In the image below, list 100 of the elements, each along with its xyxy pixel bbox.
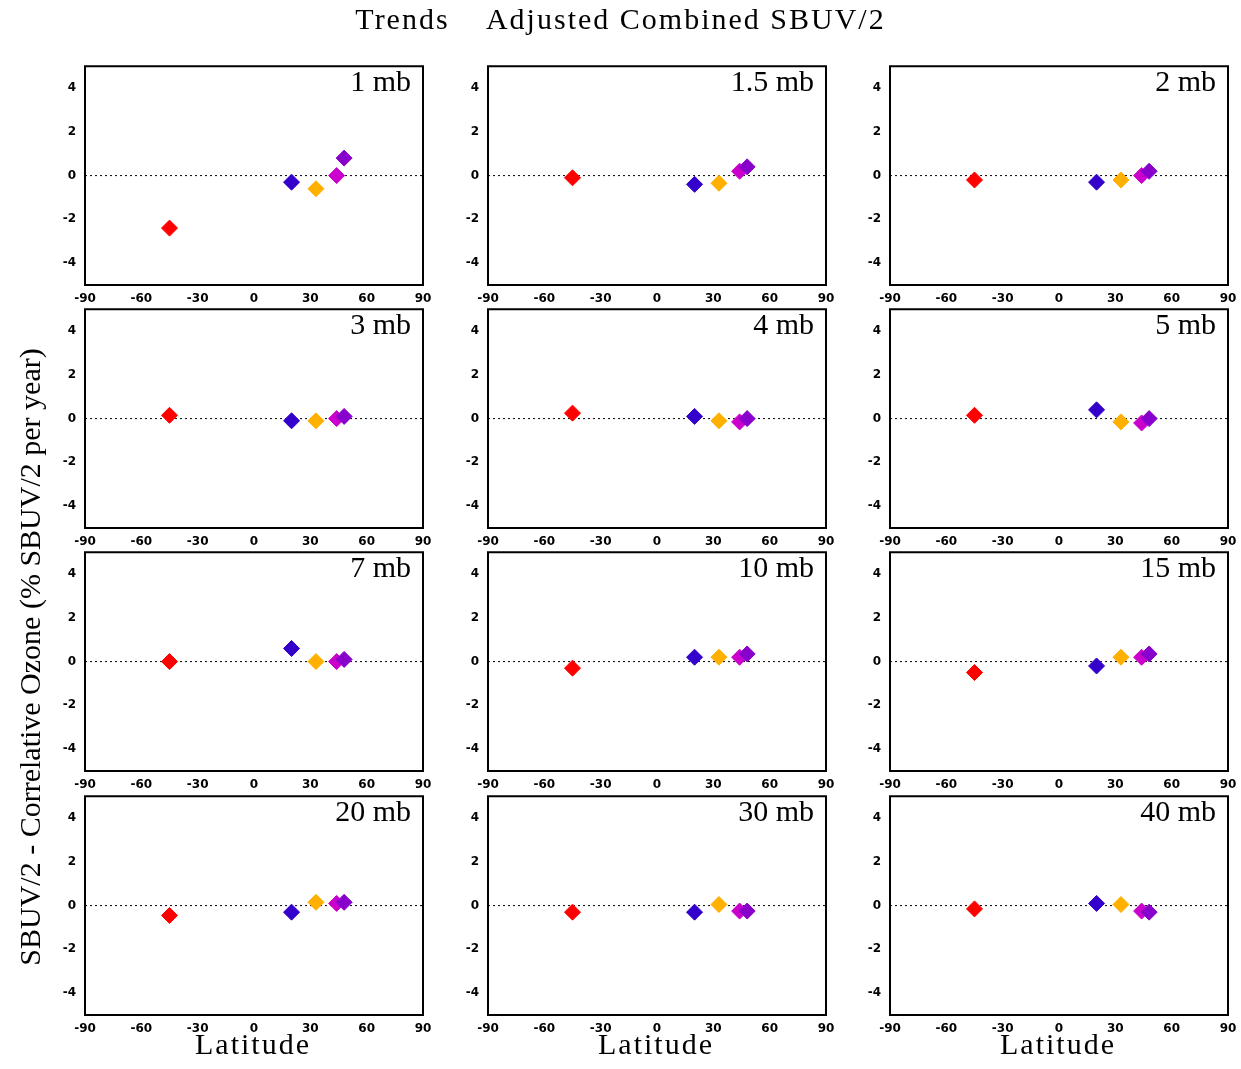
x-tick-label: -60 [533,291,556,306]
x-tick-label: 60 [761,777,779,792]
point [966,406,983,424]
x-tick-label: -90 [74,291,96,306]
annotation: 7 mb [350,550,411,584]
x-tick-label: 60 [761,1021,779,1036]
point [710,174,728,192]
annotation: 2 mb [1155,64,1216,98]
x-tick-label: 0 [652,1021,662,1036]
annotation: 3 mb [350,307,411,341]
y-tick-label: -2 [867,697,881,712]
x-tick-label: 30 [301,291,319,306]
x-tick-label: 0 [1054,1021,1064,1036]
text: Trends Adjusted Combined SBUV/2 [354,2,887,36]
y-tick-label: -4 [62,985,76,1000]
annotation: 4 mb [753,307,814,341]
y-tick-label: 0 [470,167,479,182]
y-tick-label: 4 [470,566,479,581]
x-tick-label: 30 [704,777,722,792]
y-tick-label: -2 [62,697,76,712]
x-tick-label: -60 [533,1021,556,1036]
x-tick-label: -30 [991,291,1014,306]
x-tick-label: -90 [477,291,499,306]
x-tick-label: 0 [1054,777,1064,792]
x-tick-label: -60 [533,534,556,549]
x-tick-label: -30 [589,534,612,549]
x-tick-label: -60 [935,291,958,306]
point [966,900,983,918]
x-tick-label: 60 [761,534,779,549]
y-tick-label: -4 [867,741,881,756]
x-tick-label: -90 [879,534,901,549]
point [738,645,756,663]
y-tick-label: 0 [872,410,881,425]
x-tick-label: 90 [1219,291,1237,306]
point [564,169,581,187]
y-tick-label: 2 [67,853,76,868]
x-tick-label: 0 [249,534,259,549]
y-tick-label: -2 [62,454,76,469]
annotation: 1 mb [350,64,411,98]
y-tick-label: -4 [465,985,479,1000]
point [335,893,353,911]
point [710,412,728,430]
point [1140,645,1158,663]
point [1140,162,1158,180]
x-tick-label: 30 [301,777,319,792]
y-tick-label: -4 [465,498,479,513]
y-tick-label: 2 [872,366,881,381]
y-tick-label: 2 [872,123,881,138]
y-tick-label: -2 [867,211,881,226]
annotation: 15 mb [1140,550,1216,584]
x-tick-label: 0 [652,534,662,549]
point [307,893,325,911]
x-tick-label: -90 [477,1021,499,1036]
annotation: 10 mb [738,550,814,584]
y-tick-label: 4 [67,810,76,825]
x-tick-label: 30 [704,1021,722,1036]
y-tick-label: 0 [872,897,881,912]
point [738,158,756,176]
point [686,648,704,666]
y-tick-label: 4 [67,566,76,581]
y-axis-title: SBUV/2 - Correlative Ozone (% SBUV/2 per year) [13,347,47,968]
y-tick-label: 4 [67,80,76,95]
x-tick-label: -30 [589,777,612,792]
x-tick-label: 90 [817,777,835,792]
x-tick-label: -60 [935,534,958,549]
x-tick-label: -90 [879,777,901,792]
y-tick-label: 2 [470,123,479,138]
point [161,906,178,924]
y-tick-label: 0 [872,653,881,668]
point [564,404,581,422]
point [564,659,581,677]
x-tick-label: 60 [1163,777,1181,792]
y-tick-label: 2 [470,609,479,624]
annotation: 20 mb [335,794,411,828]
point [283,173,301,191]
x-tick-label: -90 [74,1021,96,1036]
x-tick-label: 90 [817,534,835,549]
x-tick-label: 60 [358,777,376,792]
x-tick-label: 90 [1219,534,1237,549]
y-tick-label: -4 [867,985,881,1000]
x-tick-label: -90 [477,777,499,792]
y-tick-label: -2 [465,454,479,469]
x-tick-label: 90 [1219,777,1237,792]
y-tick-label: 4 [67,323,76,338]
x-tick-label: -60 [533,777,556,792]
x-tick-label: 90 [414,291,432,306]
point [161,219,178,237]
point [328,167,346,185]
x-tick-label: 0 [249,777,259,792]
x-tick-label: 90 [817,291,835,306]
x-tick-label: 30 [1106,534,1124,549]
y-tick-label: -2 [867,454,881,469]
y-tick-label: 0 [67,167,76,182]
x-tick-label: -30 [186,777,209,792]
y-tick-label: 0 [67,410,76,425]
y-tick-label: 4 [872,566,881,581]
x-tick-label: -30 [186,534,209,549]
y-tick-label: 2 [470,366,479,381]
point [1140,410,1158,428]
x-tick-label: -60 [935,777,958,792]
